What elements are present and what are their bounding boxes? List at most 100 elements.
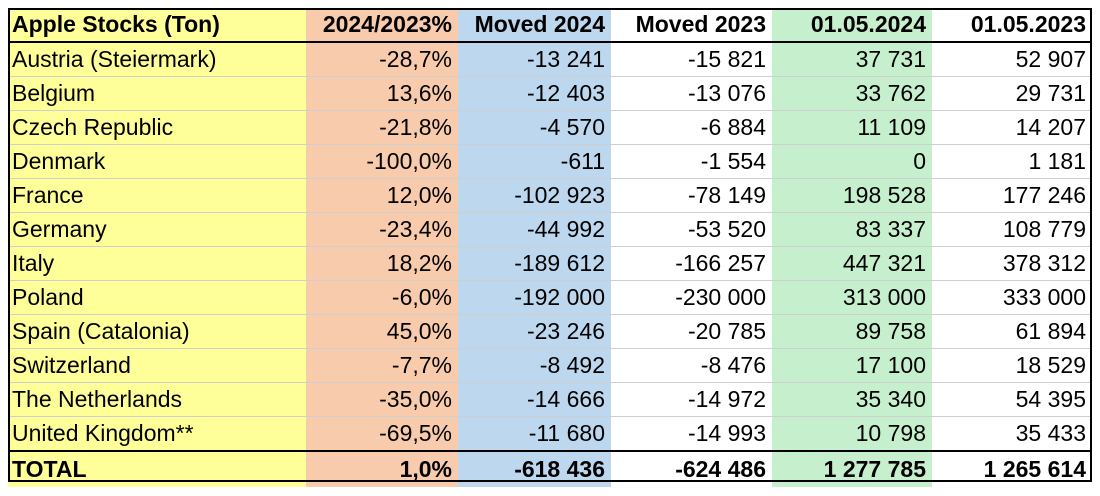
table-row: Germany -23,4% -44 992 -53 520 83 337 10… [8,212,1092,247]
cell-stock-2024: 89 758 [772,314,932,349]
cell-country: Italy [8,246,306,281]
cell-stock-2023: 14 207 [932,110,1092,145]
cell-country: The Netherlands [8,382,306,417]
cell-stock-2024: 37 731 [772,42,932,77]
cell-country: France [8,178,306,213]
cell-stock-2024: 17 100 [772,348,932,383]
cell-moved-2023: -6 884 [611,110,772,145]
cell-stock-2024: 10 798 [772,416,932,452]
table-row: Italy 18,2% -189 612 -166 257 447 321 37… [8,246,1092,281]
cell-stock-2023: 1 181 [932,144,1092,179]
cell-moved-2024: -44 992 [458,212,611,247]
cell-ratio: 13,6% [306,76,458,111]
cell-moved-2024: -23 246 [458,314,611,349]
cell-country: Poland [8,280,306,315]
cell-ratio: -21,8% [306,110,458,145]
cell-country: Belgium [8,76,306,111]
cell-stock-2024: 447 321 [772,246,932,281]
header-country: Apple Stocks (Ton) [8,8,306,43]
cell-ratio: 12,0% [306,178,458,213]
cell-moved-2024: -192 000 [458,280,611,315]
cell-moved-2023: -1 554 [611,144,772,179]
cell-stock-2023: 29 731 [932,76,1092,111]
apple-stocks-sheet: Apple Stocks (Ton) 2024/2023% Moved 2024… [8,8,1092,487]
cell-moved-2024: -189 612 [458,246,611,281]
cell-stock-2024: 83 337 [772,212,932,247]
cell-country: Czech Republic [8,110,306,145]
cell-ratio: -69,5% [306,416,458,452]
total-stock-2023: 1 265 614 [932,450,1092,487]
table-row: Denmark -100,0% -611 -1 554 0 1 181 [8,144,1092,179]
cell-ratio: -23,4% [306,212,458,247]
cell-moved-2023: -8 476 [611,348,772,383]
cell-moved-2023: -15 821 [611,42,772,77]
cell-stock-2024: 35 340 [772,382,932,417]
header-stock-2024: 01.05.2024 [772,8,932,43]
cell-moved-2023: -14 993 [611,416,772,452]
table-row: The Netherlands -35,0% -14 666 -14 972 3… [8,382,1092,417]
cell-stock-2024: 33 762 [772,76,932,111]
cell-moved-2024: -4 570 [458,110,611,145]
cell-stock-2023: 54 395 [932,382,1092,417]
total-stock-2024: 1 277 785 [772,450,932,487]
total-moved-2023: -624 486 [611,450,772,487]
cell-moved-2024: -611 [458,144,611,179]
cell-country: Germany [8,212,306,247]
table-row: Poland -6,0% -192 000 -230 000 313 000 3… [8,280,1092,315]
header-moved-2024: Moved 2024 [458,8,611,43]
cell-stock-2023: 177 246 [932,178,1092,213]
cell-stock-2023: 18 529 [932,348,1092,383]
table-row: Belgium 13,6% -12 403 -13 076 33 762 29 … [8,76,1092,111]
cell-stock-2023: 108 779 [932,212,1092,247]
header-row: Apple Stocks (Ton) 2024/2023% Moved 2024… [8,8,1092,43]
cell-moved-2024: -13 241 [458,42,611,77]
cell-moved-2024: -8 492 [458,348,611,383]
total-moved-2024: -618 436 [458,450,611,487]
cell-stock-2023: 61 894 [932,314,1092,349]
cell-country: United Kingdom** [8,416,306,452]
apple-stocks-table: Apple Stocks (Ton) 2024/2023% Moved 2024… [8,8,1092,487]
total-row: TOTAL 1,0% -618 436 -624 486 1 277 785 1… [8,450,1092,487]
table-row: Czech Republic -21,8% -4 570 -6 884 11 1… [8,110,1092,145]
total-label: TOTAL [8,450,306,487]
cell-ratio: -28,7% [306,42,458,77]
cell-moved-2023: -166 257 [611,246,772,281]
header-stock-2023: 01.05.2023 [932,8,1092,43]
cell-moved-2023: -78 149 [611,178,772,213]
cell-moved-2023: -20 785 [611,314,772,349]
cell-stock-2024: 0 [772,144,932,179]
cell-moved-2023: -53 520 [611,212,772,247]
cell-ratio: -7,7% [306,348,458,383]
cell-country: Denmark [8,144,306,179]
cell-country: Spain (Catalonia) [8,314,306,349]
table-row: France 12,0% -102 923 -78 149 198 528 17… [8,178,1092,213]
cell-country: Switzerland [8,348,306,383]
cell-moved-2023: -14 972 [611,382,772,417]
header-ratio: 2024/2023% [306,8,458,43]
cell-stock-2023: 52 907 [932,42,1092,77]
cell-stock-2024: 198 528 [772,178,932,213]
cell-moved-2023: -13 076 [611,76,772,111]
table-row: Austria (Steiermark) -28,7% -13 241 -15 … [8,42,1092,77]
total-ratio: 1,0% [306,450,458,487]
cell-stock-2024: 11 109 [772,110,932,145]
cell-ratio: 18,2% [306,246,458,281]
cell-ratio: 45,0% [306,314,458,349]
cell-moved-2024: -11 680 [458,416,611,452]
cell-moved-2024: -102 923 [458,178,611,213]
cell-ratio: -6,0% [306,280,458,315]
cell-stock-2023: 378 312 [932,246,1092,281]
header-moved-2023: Moved 2023 [611,8,772,43]
cell-moved-2023: -230 000 [611,280,772,315]
table-row: Spain (Catalonia) 45,0% -23 246 -20 785 … [8,314,1092,349]
cell-moved-2024: -12 403 [458,76,611,111]
cell-moved-2024: -14 666 [458,382,611,417]
cell-stock-2023: 333 000 [932,280,1092,315]
cell-country: Austria (Steiermark) [8,42,306,77]
cell-ratio: -100,0% [306,144,458,179]
cell-ratio: -35,0% [306,382,458,417]
table-row: United Kingdom** -69,5% -11 680 -14 993 … [8,416,1092,452]
cell-stock-2024: 313 000 [772,280,932,315]
cell-stock-2023: 35 433 [932,416,1092,452]
table-row: Switzerland -7,7% -8 492 -8 476 17 100 1… [8,348,1092,383]
